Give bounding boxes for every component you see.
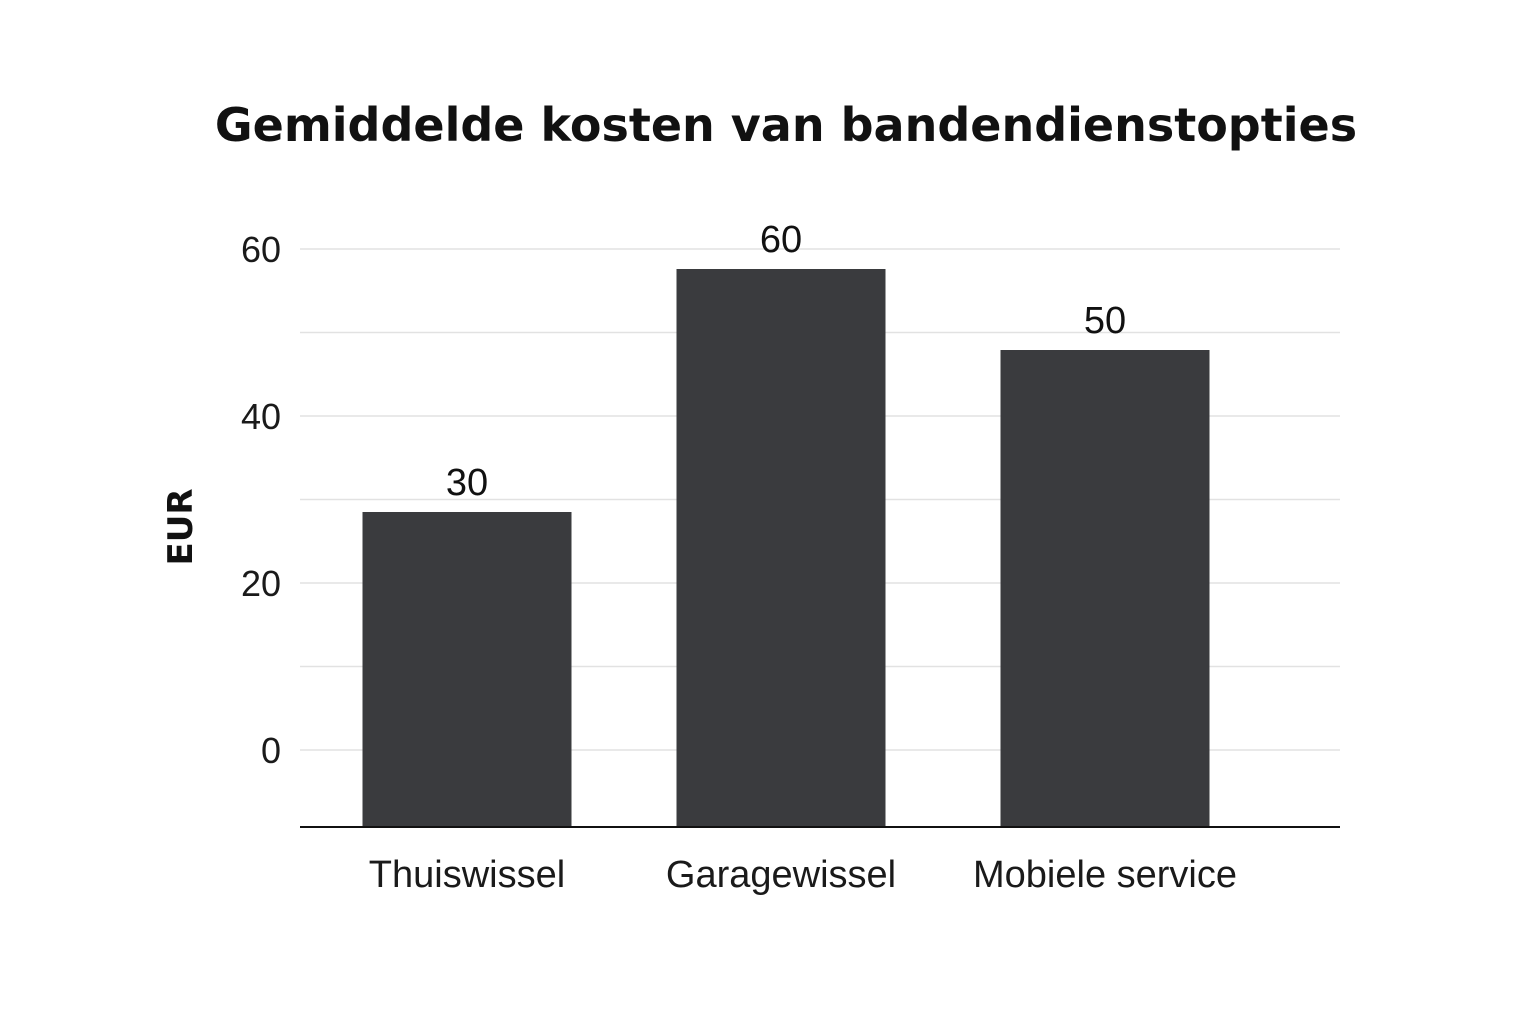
y-axis-ticks: 0 20 40 60 xyxy=(241,229,281,771)
chart-title: Gemiddelde kosten van bandendienstopties xyxy=(215,98,1357,152)
data-label: 30 xyxy=(446,462,488,504)
bar-mobiele-service xyxy=(1000,350,1210,827)
y-tick-label: 40 xyxy=(241,396,281,437)
x-axis-labels: Thuiswissel Garagewissel Mobiele service xyxy=(369,854,1237,896)
x-tick-label: Thuiswissel xyxy=(369,854,565,896)
data-label: 50 xyxy=(1084,300,1126,342)
y-tick-label: 20 xyxy=(241,563,281,604)
x-tick-label: Mobiele service xyxy=(973,854,1237,896)
y-tick-label: 0 xyxy=(261,730,281,771)
data-labels: 30 60 50 xyxy=(446,219,1126,504)
bar-garagewissel xyxy=(676,269,886,827)
x-tick-label: Garagewissel xyxy=(666,854,896,896)
data-label: 60 xyxy=(760,219,802,261)
y-axis-title: EUR xyxy=(161,488,201,565)
y-tick-label: 60 xyxy=(241,229,281,270)
bars xyxy=(362,269,1210,827)
bar-thuiswissel xyxy=(362,512,572,827)
